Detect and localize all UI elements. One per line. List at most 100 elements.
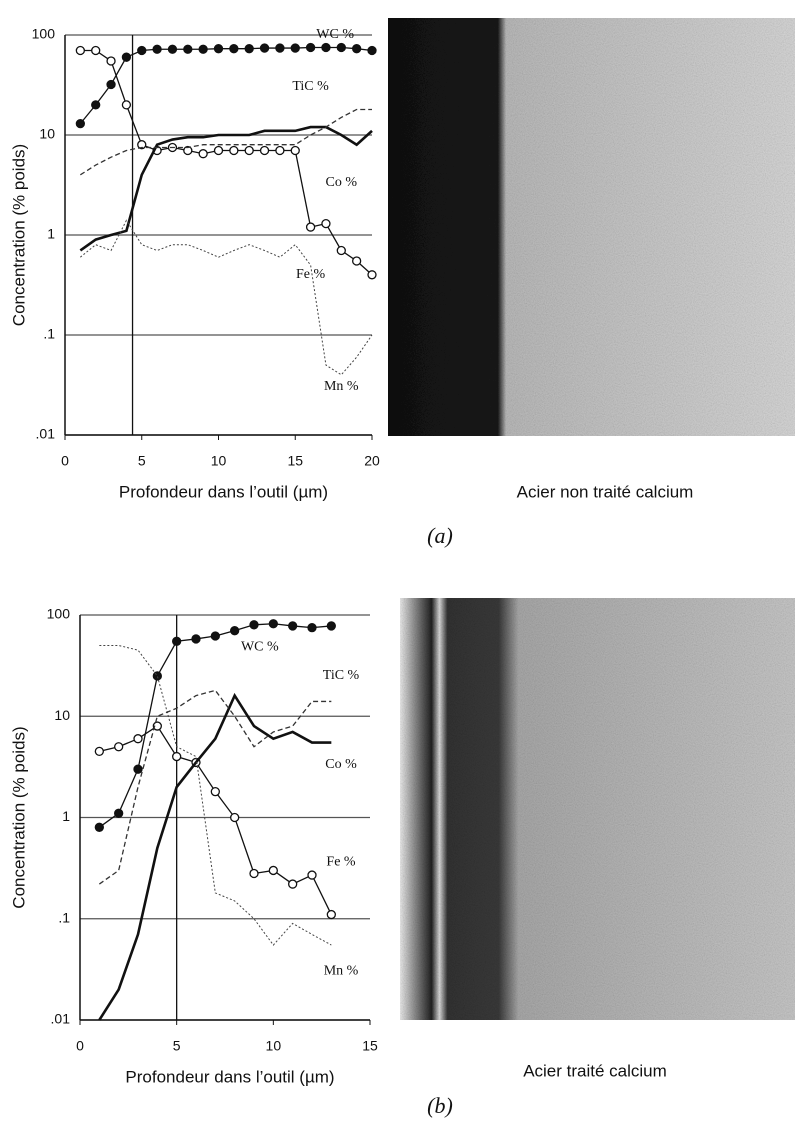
- y-tick-label: 1: [47, 226, 55, 242]
- data-point: [167, 44, 178, 54]
- x-tick-label: 5: [173, 1038, 181, 1054]
- series-label: WC %: [316, 27, 354, 42]
- x-tick-label: 10: [211, 453, 227, 469]
- data-point: [244, 145, 254, 156]
- data-point: [172, 751, 182, 762]
- image-label: Acier traité calcium: [523, 1061, 667, 1080]
- data-point: [94, 746, 104, 757]
- series-label: TiC %: [292, 79, 329, 94]
- data-point: [133, 734, 143, 744]
- data-point: [288, 621, 298, 631]
- y-tick-label: 10: [39, 126, 55, 142]
- series-line: [99, 644, 332, 946]
- data-point: [198, 149, 208, 159]
- series-label: Mn %: [324, 379, 359, 394]
- image-label: Acier non traité calcium: [517, 482, 694, 501]
- micrograph: [388, 18, 795, 436]
- data-point: [321, 218, 331, 229]
- micrograph: [400, 598, 795, 1020]
- data-point: [191, 634, 201, 644]
- data-point: [152, 44, 162, 54]
- data-point: [152, 721, 162, 731]
- data-point: [229, 145, 239, 156]
- data-point: [305, 222, 316, 232]
- series-label: Fe %: [326, 854, 356, 869]
- y-tick-label: 100: [47, 606, 71, 622]
- data-point: [133, 764, 143, 774]
- series-line: [80, 219, 373, 376]
- y-tick-label: .01: [51, 1011, 71, 1027]
- data-point: [326, 909, 336, 920]
- series-line: [98, 692, 332, 1021]
- data-point: [137, 140, 147, 150]
- data-point: [275, 43, 285, 53]
- data-point: [213, 44, 224, 54]
- data-point: [249, 620, 259, 630]
- data-point: [121, 100, 132, 110]
- series-label: Fe %: [296, 267, 326, 282]
- y-tick-label: .01: [36, 426, 56, 442]
- data-point: [114, 742, 124, 752]
- data-point: [307, 623, 317, 633]
- data-point: [183, 44, 193, 54]
- data-point: [259, 145, 270, 156]
- data-point: [137, 45, 147, 56]
- x-tick-label: 5: [138, 453, 146, 469]
- caption: (b): [427, 1093, 453, 1118]
- series-line: [79, 125, 373, 252]
- y-tick-label: 10: [54, 707, 70, 723]
- data-point: [249, 868, 259, 879]
- series-label: WC %: [241, 640, 279, 655]
- data-point: [351, 256, 362, 266]
- data-point: [172, 636, 182, 646]
- data-point: [336, 42, 346, 53]
- data-point: [307, 870, 317, 880]
- x-tick-label: 0: [61, 453, 69, 469]
- data-point: [198, 44, 208, 54]
- data-point: [121, 52, 132, 62]
- data-point: [290, 43, 300, 53]
- data-point: [210, 787, 220, 797]
- data-point: [275, 145, 285, 156]
- data-point: [91, 45, 101, 56]
- data-point: [367, 270, 377, 280]
- data-point: [106, 79, 116, 90]
- data-point: [244, 44, 254, 54]
- series-line: [80, 108, 372, 176]
- x-tick-label: 20: [364, 453, 380, 469]
- data-point: [75, 118, 85, 129]
- data-point: [288, 879, 298, 889]
- data-point: [259, 43, 270, 53]
- series-label: TiC %: [323, 668, 360, 683]
- data-point: [351, 44, 362, 54]
- x-axis-label: Profondeur dans l’outil (µm): [119, 482, 328, 501]
- data-point: [268, 619, 278, 629]
- series-label: Mn %: [324, 964, 359, 979]
- x-tick-label: 15: [362, 1038, 378, 1054]
- series-label: Co %: [326, 175, 358, 190]
- data-point: [114, 808, 124, 818]
- data-point: [183, 145, 193, 156]
- data-point: [268, 865, 278, 876]
- data-point: [290, 145, 300, 156]
- series-line: [98, 623, 332, 828]
- data-point: [213, 145, 224, 156]
- x-tick-label: 0: [76, 1038, 84, 1054]
- y-tick-label: .1: [58, 909, 70, 925]
- data-point: [106, 56, 116, 66]
- series-label: Co %: [325, 757, 357, 772]
- x-axis-label: Profondeur dans l’outil (µm): [125, 1067, 334, 1086]
- data-point: [229, 44, 239, 54]
- y-tick-label: .1: [43, 326, 55, 342]
- data-point: [326, 621, 336, 631]
- data-point: [75, 45, 85, 56]
- caption: (a): [427, 523, 453, 548]
- data-point: [210, 631, 220, 641]
- data-point: [336, 245, 346, 256]
- data-point: [230, 812, 240, 823]
- x-tick-label: 10: [266, 1038, 282, 1054]
- data-point: [321, 42, 331, 53]
- y-axis-label: Concentration (% poids): [9, 144, 28, 326]
- data-point: [367, 45, 377, 56]
